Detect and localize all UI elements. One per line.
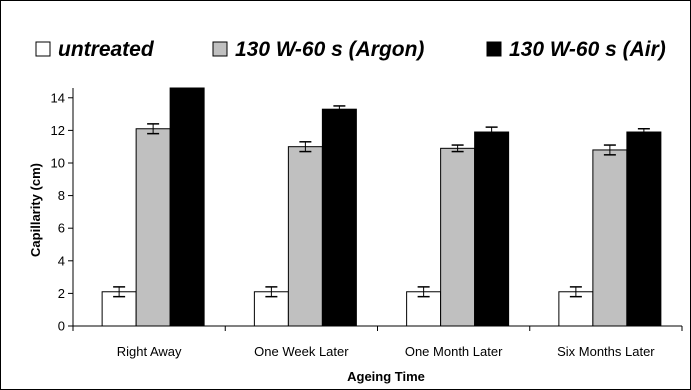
bar-130-w-60-s-air--0 — [169, 87, 205, 327]
legend-swatch — [486, 41, 502, 57]
bar-130-w-60-s-argon--0 — [135, 128, 171, 327]
y-tick-label: 4 — [58, 253, 65, 268]
legend-label: 130 W-60 s (Air) — [509, 38, 666, 61]
x-tick-label: Six Months Later — [557, 344, 655, 359]
x-axis-title: Ageing Time — [347, 369, 425, 384]
legend-swatch — [35, 41, 51, 57]
bar-130-w-60-s-air--1 — [321, 108, 357, 327]
legend-swatch — [212, 41, 228, 57]
y-axis-title: Capillarity (cm) — [28, 163, 43, 257]
y-tick-label: 6 — [58, 221, 65, 236]
legend: untreated 130 W-60 s (Argon) 130 W-60 s (A… — [35, 38, 666, 61]
y-tick-label: 8 — [58, 188, 65, 203]
y-tick-label: 14 — [51, 90, 65, 105]
y-tick-label: 2 — [58, 286, 65, 301]
legend-label: 130 W-60 s (Argon) — [235, 38, 424, 61]
bar-130-w-60-s-air--2 — [474, 131, 510, 327]
legend-label: untreated — [58, 38, 155, 61]
x-tick-label: One Month Later — [405, 344, 503, 359]
x-tick-label: One Week Later — [254, 344, 349, 359]
x-tick-label: Right Away — [117, 344, 182, 359]
bar-130-w-60-s-air--3 — [626, 131, 662, 327]
bar-130-w-60-s-argon--3 — [592, 149, 628, 327]
bar-130-w-60-s-argon--1 — [287, 146, 323, 327]
plot-area: 0 2 4 6 8 10 12 14 Right Away One Week Later One M… — [51, 87, 683, 359]
y-tick-label: 10 — [51, 155, 65, 170]
bar-130-w-60-s-argon--2 — [440, 147, 476, 327]
y-tick-label: 0 — [58, 319, 65, 334]
y-tick-label: 12 — [51, 123, 65, 138]
